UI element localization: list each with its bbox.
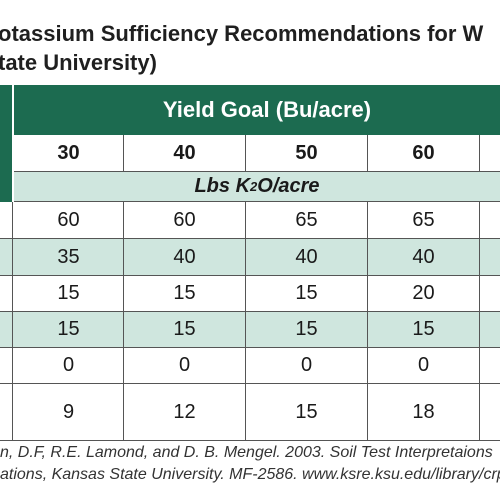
table-cell: 15: [246, 312, 368, 347]
table-title: otassium Sufficiency Recommendations for…: [0, 19, 500, 77]
table-cell: 40: [124, 239, 246, 275]
table-cell: 9: [14, 384, 124, 440]
table-cell: 18: [368, 384, 480, 440]
table-row: 15 15 15 20: [0, 276, 500, 312]
unit-suffix: O/acre: [257, 175, 320, 197]
unit-label: Lbs K 2 O/acre: [14, 171, 500, 202]
source-citation: n, D.F, R.E. Lamond, and D. B. Mengel. 2…: [0, 442, 500, 486]
citation-line-2: ations, Kansas State University. MF-2586…: [0, 466, 500, 483]
row-stub: [0, 384, 13, 440]
unit-prefix: Lbs K: [194, 175, 251, 197]
table-row: 0 0 0 0: [0, 348, 500, 384]
table-cell: 15: [246, 384, 368, 440]
table-cell: 65: [368, 202, 480, 238]
table-cell: 40: [368, 239, 480, 275]
table-cell: 0: [246, 348, 368, 383]
row-stub: [0, 348, 13, 383]
column-header-30: 30: [14, 135, 124, 171]
left-header-column: [0, 85, 14, 202]
table-cell: 15: [124, 312, 246, 347]
table-cell: 15: [14, 276, 124, 311]
table-cell: 60: [124, 202, 246, 238]
table-cell: 0: [368, 348, 480, 383]
row-stub: [0, 202, 13, 238]
row-stub: [0, 312, 13, 347]
table-cell: 12: [124, 384, 246, 440]
table-row: 60 60 65 65: [0, 202, 500, 239]
unit-subscript: 2: [250, 179, 258, 194]
table-cell: 40: [246, 239, 368, 275]
row-stub: [0, 276, 13, 311]
yield-goal-header: Yield Goal (Bu/acre): [14, 85, 500, 135]
table-cell: 15: [368, 312, 480, 347]
table-row: 15 15 15 15: [0, 312, 500, 348]
column-header-50: 50: [246, 135, 368, 171]
title-line-1: otassium Sufficiency Recommendations for…: [0, 21, 484, 46]
row-stub: [0, 239, 13, 275]
column-header-40: 40: [124, 135, 246, 171]
table-cell: 15: [14, 312, 124, 347]
table-row: 9 12 15 18: [0, 384, 500, 441]
table-cell: 65: [246, 202, 368, 238]
table-cell: 15: [246, 276, 368, 311]
column-header-60: 60: [368, 135, 480, 171]
table-cell: 15: [124, 276, 246, 311]
citation-line-1: n, D.F, R.E. Lamond, and D. B. Mengel. 2…: [0, 444, 493, 461]
table-cell: 35: [14, 239, 124, 275]
table-cell: 20: [368, 276, 480, 311]
table-cell: 0: [124, 348, 246, 383]
title-line-2: tate University): [0, 50, 157, 75]
table-cell: 0: [14, 348, 124, 383]
table-cell: 60: [14, 202, 124, 238]
table-row: 35 40 40 40: [0, 239, 500, 276]
